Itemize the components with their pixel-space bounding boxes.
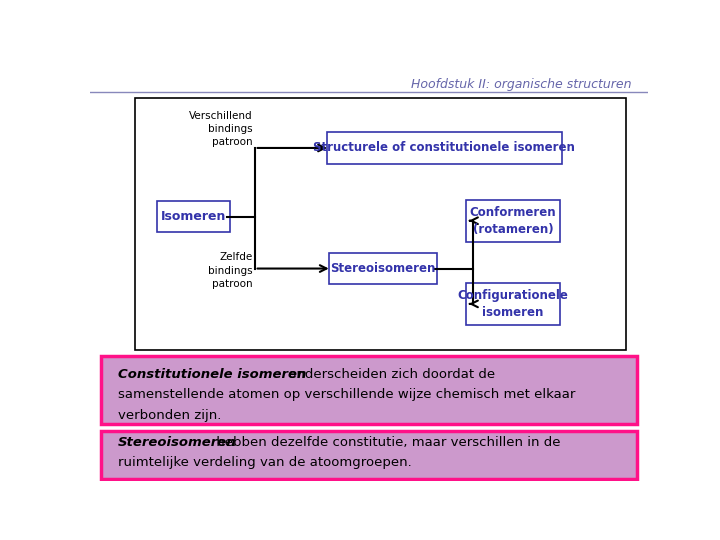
Text: Hoofdstuk II: organische structuren: Hoofdstuk II: organische structuren [410,78,631,91]
Text: samenstellende atomen op verschillende wijze chemisch met elkaar: samenstellende atomen op verschillende w… [118,388,575,401]
FancyBboxPatch shape [101,356,637,424]
Text: Structurele of constitutionele isomeren: Structurele of constitutionele isomeren [313,141,575,154]
FancyBboxPatch shape [101,431,637,478]
Text: ruimtelijke verdeling van de atoomgroepen.: ruimtelijke verdeling van de atoomgroepe… [118,456,412,469]
Text: verbonden zijn.: verbonden zijn. [118,409,221,422]
FancyBboxPatch shape [135,98,626,349]
FancyBboxPatch shape [327,132,562,164]
Text: Stereoisomeren: Stereoisomeren [330,262,436,275]
Text: Stereoisomeren: Stereoisomeren [118,436,237,449]
Text: Constitutionele isomeren: Constitutionele isomeren [118,368,306,381]
FancyBboxPatch shape [328,253,437,284]
FancyBboxPatch shape [466,200,560,241]
Text: onderscheiden zich doordat de: onderscheiden zich doordat de [284,368,495,381]
Text: Verschillend
bindings
patroon: Verschillend bindings patroon [189,111,253,147]
Text: Conformeren
(rotameren): Conformeren (rotameren) [469,206,557,236]
Text: Isomeren: Isomeren [161,210,226,223]
Text: hebben dezelfde constitutie, maar verschillen in de: hebben dezelfde constitutie, maar versch… [212,436,560,449]
FancyBboxPatch shape [157,201,230,232]
Text: Configurationele
isomeren: Configurationele isomeren [457,289,568,319]
Text: Zelfde
bindings
patroon: Zelfde bindings patroon [208,252,253,289]
FancyBboxPatch shape [466,283,560,325]
